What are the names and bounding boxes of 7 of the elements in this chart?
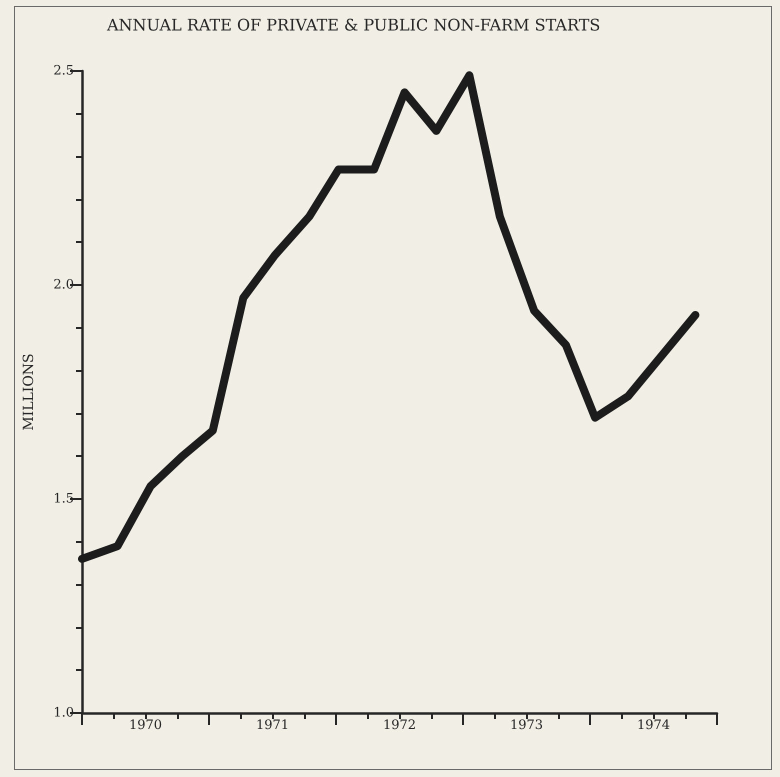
x-tick-label: 1971 [256, 718, 290, 733]
x-tick-label: 1974 [636, 718, 670, 733]
x-tick-label: 1972 [382, 718, 416, 733]
x-tick-label: 1970 [128, 718, 162, 733]
y-axis-title: MILLIONS [21, 353, 37, 431]
x-tick-label: 1973 [510, 718, 544, 733]
chart-title: ANNUAL RATE OF PRIVATE & PUBLIC NON-FARM STARTS [106, 16, 600, 34]
